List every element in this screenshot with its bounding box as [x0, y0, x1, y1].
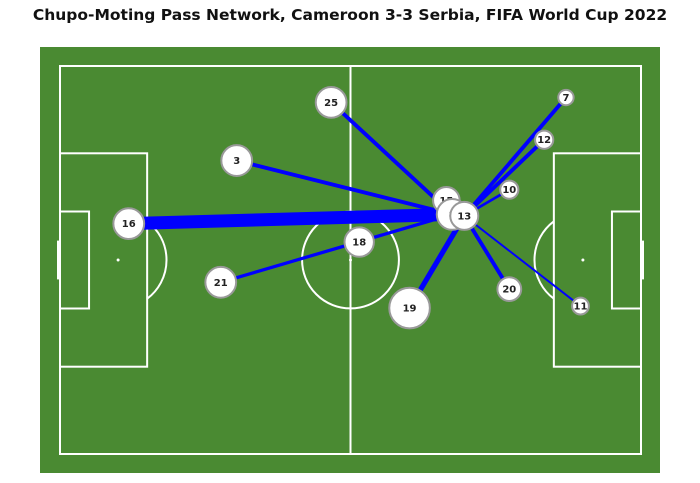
pass-edges — [128, 96, 582, 310]
player-label-20: 20 — [502, 285, 516, 296]
player-label-18: 18 — [352, 238, 366, 249]
player-marker-13 — [449, 200, 480, 231]
pass-edge-25-8 — [329, 100, 454, 216]
center-spot — [349, 258, 352, 262]
player-node-12: 12 — [534, 129, 555, 150]
right-penalty-spot — [581, 258, 585, 262]
player-node-18: 18 — [343, 226, 375, 258]
player-label-13: 13 — [457, 211, 471, 222]
pass-edge-16-8 — [128, 207, 453, 231]
player-node-20: 20 — [496, 276, 523, 303]
player-label-12: 12 — [537, 135, 551, 146]
player-label-7: 7 — [562, 93, 569, 104]
player-label-19: 19 — [403, 304, 417, 315]
player-marker-11 — [571, 296, 590, 316]
pitch-markings — [57, 65, 644, 455]
player-label-10: 10 — [502, 185, 516, 196]
pass-edge-13-11 — [463, 215, 582, 307]
chart-title: Chupo-Moting Pass Network, Cameroon 3-3 … — [32, 6, 668, 24]
pass-edge-21-8 — [220, 212, 453, 284]
right-penalty-arc — [533, 220, 555, 300]
player-marker-18 — [343, 226, 375, 258]
player-marker-21 — [204, 265, 238, 299]
player-marker-3 — [220, 144, 254, 177]
player-label-11: 11 — [574, 302, 588, 313]
player-marker-12 — [534, 129, 555, 150]
player-node-3: 3 — [220, 144, 254, 177]
player-node-21: 21 — [204, 265, 238, 299]
player-nodes: 2571231015813161821201119 — [112, 85, 590, 330]
pass-edge-13-7 — [462, 96, 568, 218]
player-marker-10 — [499, 179, 520, 200]
player-label-16: 16 — [122, 219, 136, 230]
player-node-7: 7 — [557, 88, 575, 107]
player-marker-20 — [496, 276, 523, 303]
pass-edge-3-8 — [236, 158, 453, 217]
player-label-25: 25 — [324, 98, 338, 109]
player-node-16: 16 — [112, 207, 146, 241]
player-marker-25 — [314, 85, 348, 119]
player-marker-19 — [388, 286, 431, 330]
left-penalty-spot — [116, 258, 120, 262]
player-node-11: 11 — [571, 296, 590, 316]
pass-edge-13-12 — [462, 138, 546, 218]
player-node-13: 13 — [449, 200, 480, 231]
player-node-25: 25 — [314, 85, 348, 119]
player-marker-16 — [112, 207, 146, 241]
player-label-21: 21 — [214, 278, 228, 289]
player-node-10: 10 — [499, 179, 520, 200]
player-node-19: 19 — [388, 286, 431, 330]
player-label-3: 3 — [233, 156, 240, 167]
player-marker-7 — [557, 88, 575, 107]
